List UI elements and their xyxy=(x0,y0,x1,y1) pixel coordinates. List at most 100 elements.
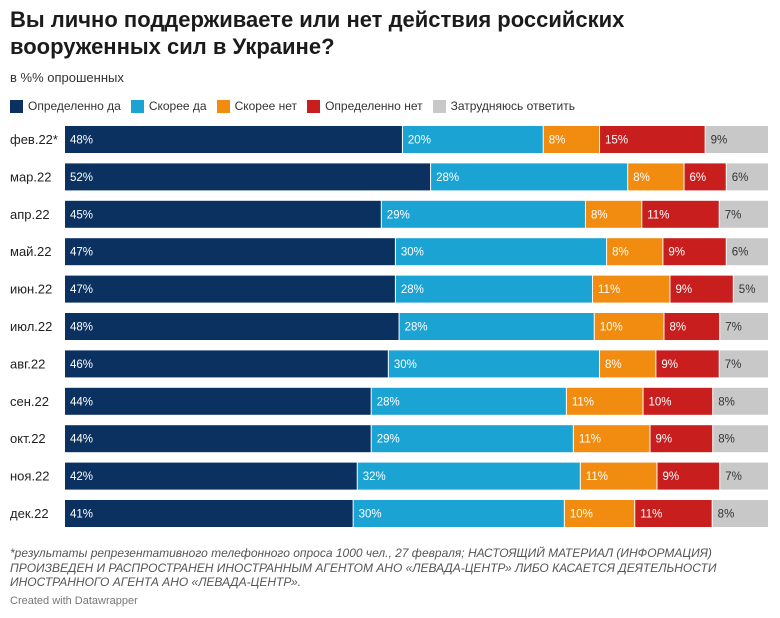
data-label: 11% xyxy=(579,434,601,446)
chart-subtitle: в %% опрошенных xyxy=(10,70,124,85)
data-label: 11% xyxy=(572,396,594,408)
data-label: 11% xyxy=(586,471,608,483)
bar-row: июн.22 47% 28% 11% 9% 5% xyxy=(10,275,768,303)
data-label: 8% xyxy=(605,359,622,371)
bar-row: окт.22 44% 29% 11% 9% 8% xyxy=(10,425,768,453)
category-label: дек.22 xyxy=(10,506,49,521)
category-label: фев.22* xyxy=(10,132,58,147)
bar-segment-definitely-yes xyxy=(65,313,399,340)
bar-segment-definitely-no xyxy=(670,275,733,303)
bar-segment-definitely-no xyxy=(663,238,726,266)
bar-segment-hard-to-say xyxy=(712,500,768,527)
bar-segment-rather-yes xyxy=(395,238,607,266)
bar-segment-rather-yes xyxy=(431,163,628,191)
bar-row: фев.22* 48% 20% 8% 15% 9% xyxy=(10,126,768,153)
bar-segment-hard-to-say xyxy=(713,387,768,415)
bar-segment-definitely-no xyxy=(600,126,705,153)
bar-segment-definitely-no xyxy=(656,350,719,378)
data-label: 8% xyxy=(718,509,735,521)
data-label: 6% xyxy=(732,172,749,184)
bar-segment-definitely-no xyxy=(635,500,712,527)
data-label: 6% xyxy=(732,247,749,259)
data-label: 7% xyxy=(725,471,742,483)
data-label: 47% xyxy=(70,247,93,259)
bar-row: июл.22 48% 28% 10% 8% 7% xyxy=(10,313,768,340)
bar-segment-rather-yes xyxy=(388,350,600,378)
data-label: 11% xyxy=(640,509,662,521)
data-label: 28% xyxy=(401,284,424,296)
bar-segment-rather-yes xyxy=(353,500,564,527)
bar-segment-hard-to-say xyxy=(719,200,768,228)
bar-segment-rather-no xyxy=(580,462,657,490)
bar-segment-rather-no xyxy=(628,163,684,191)
data-label: 8% xyxy=(669,322,686,334)
data-label: 28% xyxy=(436,172,459,184)
data-label: 28% xyxy=(405,322,428,334)
bar-segment-definitely-yes xyxy=(65,126,402,153)
bar-segment-hard-to-say xyxy=(713,425,768,453)
data-label: 15% xyxy=(605,135,628,147)
bar-segment-hard-to-say xyxy=(705,126,768,153)
bar-segment-rather-no xyxy=(585,200,642,228)
data-label: 6% xyxy=(690,172,707,184)
datawrapper-credit[interactable]: Created with Datawrapper xyxy=(10,595,138,607)
data-label: 9% xyxy=(711,135,728,147)
chart-title: Вы лично поддерживаете или нет действия … xyxy=(10,7,625,59)
data-label: 8% xyxy=(718,396,735,408)
bar-segment-rather-yes xyxy=(402,126,543,153)
category-label: сен.22 xyxy=(10,394,49,409)
bar-segment-rather-no xyxy=(593,275,670,303)
bar-segment-hard-to-say xyxy=(719,350,768,378)
data-label: 48% xyxy=(70,322,93,334)
data-label: 9% xyxy=(661,359,678,371)
data-label: 28% xyxy=(377,396,400,408)
bar-segment-definitely-yes xyxy=(65,238,395,266)
bar-segment-definitely-yes xyxy=(65,163,431,191)
legend-item-rather-no: Скорее нет xyxy=(216,99,297,113)
data-label: 10% xyxy=(570,509,593,521)
bar-segment-definitely-yes xyxy=(65,350,388,378)
bar-segment-definitely-yes xyxy=(65,275,395,303)
data-label: 52% xyxy=(70,172,93,184)
bar-segment-definitely-no xyxy=(643,387,713,415)
legend-swatch xyxy=(216,99,230,113)
legend-label: Затрудняюсь ответить xyxy=(450,99,575,113)
category-label: окт.22 xyxy=(10,431,46,446)
data-label: 8% xyxy=(633,172,650,184)
legend-item-definitely-no: Определенно нет xyxy=(307,99,423,113)
data-label: 30% xyxy=(401,247,424,259)
data-label: 20% xyxy=(408,135,431,147)
bar-segment-definitely-yes xyxy=(65,387,371,415)
data-label: 9% xyxy=(675,284,692,296)
bar-segment-definitely-no xyxy=(657,462,720,490)
bar-row: апр.22 45% 29% 8% 11% 7% xyxy=(10,200,768,228)
bar-segment-definitely-yes xyxy=(65,200,381,228)
bar-segment-rather-no xyxy=(600,350,656,378)
bar-segment-rather-no xyxy=(607,238,663,266)
bar-row: авг.22 46% 30% 8% 9% 7% xyxy=(10,350,768,378)
bar-segment-definitely-no xyxy=(684,163,726,191)
data-label: 8% xyxy=(718,434,735,446)
bar-segment-definitely-yes xyxy=(65,462,357,490)
bar-segment-hard-to-say xyxy=(726,238,768,266)
data-label: 47% xyxy=(70,284,93,296)
bar-segment-rather-yes xyxy=(381,200,585,228)
data-label: 7% xyxy=(725,209,742,221)
bar-segment-definitely-no xyxy=(642,200,719,228)
category-label: мар.22 xyxy=(10,169,51,184)
bar-segment-rather-no xyxy=(543,126,600,153)
legend-label: Определенно да xyxy=(28,99,121,113)
legend: Определенно да Скорее да Скорее нет Определ… xyxy=(10,98,575,114)
bar-segment-definitely-no xyxy=(664,313,720,340)
data-label: 44% xyxy=(70,396,93,408)
category-label: июн.22 xyxy=(10,282,52,297)
bar-segment-definitely-yes xyxy=(65,425,371,453)
stacked-bar-chart: фев.22* 48% 20% 8% 15% 9% мар.22 52% 28% 8% 6% 6% ап… xyxy=(10,126,768,527)
category-label: июл.22 xyxy=(10,319,52,334)
data-label: 30% xyxy=(394,359,417,371)
bar-row: мар.22 52% 28% 8% 6% 6% xyxy=(10,163,768,191)
data-label: 9% xyxy=(668,247,685,259)
data-label: 7% xyxy=(725,322,742,334)
data-label: 30% xyxy=(359,509,382,521)
bar-segment-rather-no xyxy=(594,313,664,340)
